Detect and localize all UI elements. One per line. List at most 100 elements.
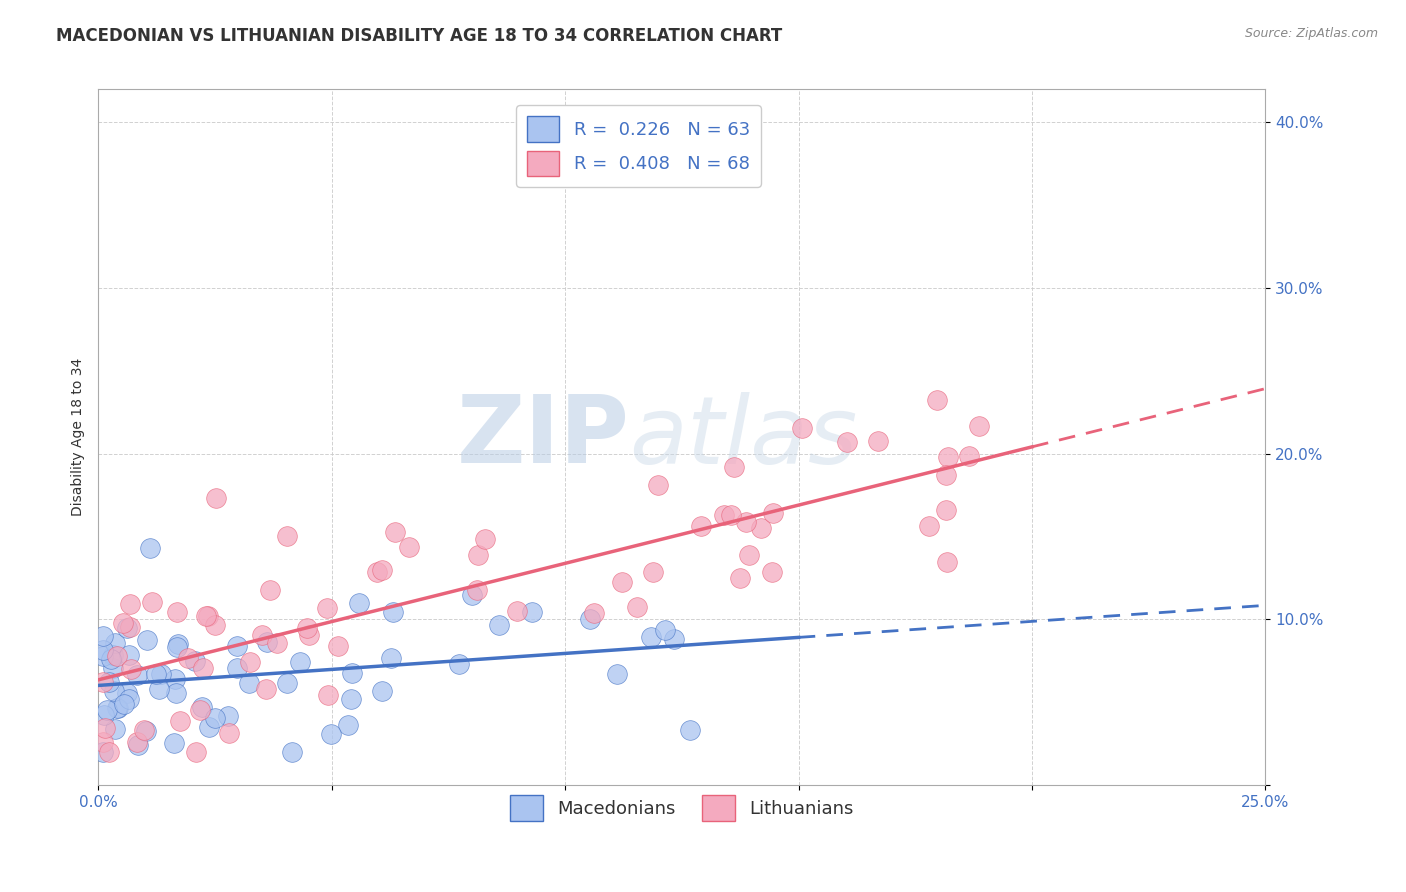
Point bbox=[252, 627, 274, 641]
Point bbox=[103, 684, 125, 698]
Point bbox=[447, 657, 470, 672]
Point bbox=[91, 735, 114, 749]
Point bbox=[191, 699, 214, 714]
Point bbox=[640, 630, 662, 644]
Point bbox=[226, 661, 249, 675]
Point bbox=[276, 529, 298, 543]
Point bbox=[467, 548, 489, 562]
Point bbox=[91, 643, 114, 657]
Point bbox=[259, 583, 281, 598]
Point bbox=[163, 736, 186, 750]
Point bbox=[98, 745, 121, 759]
Point bbox=[136, 632, 159, 647]
Point bbox=[141, 595, 163, 609]
Point bbox=[204, 711, 226, 725]
Point bbox=[298, 628, 321, 642]
Point bbox=[654, 624, 676, 638]
Point bbox=[647, 477, 669, 491]
Point bbox=[104, 722, 127, 736]
Point bbox=[738, 548, 761, 562]
Point bbox=[957, 449, 980, 463]
Point bbox=[384, 524, 406, 539]
Point bbox=[145, 666, 167, 681]
Point bbox=[935, 467, 957, 482]
Point bbox=[166, 605, 188, 619]
Point bbox=[578, 611, 600, 625]
Point bbox=[125, 668, 148, 682]
Point bbox=[198, 720, 221, 734]
Point bbox=[177, 651, 200, 665]
Point bbox=[749, 521, 772, 535]
Point bbox=[728, 571, 751, 585]
Point bbox=[347, 596, 370, 610]
Point bbox=[238, 675, 260, 690]
Point bbox=[169, 714, 191, 728]
Point bbox=[239, 655, 262, 669]
Point bbox=[474, 532, 496, 546]
Point bbox=[204, 491, 226, 505]
Point bbox=[127, 738, 149, 752]
Point bbox=[319, 727, 342, 741]
Point bbox=[340, 665, 363, 680]
Point bbox=[316, 689, 339, 703]
Point bbox=[117, 621, 139, 635]
Point bbox=[315, 601, 337, 615]
Point bbox=[664, 632, 686, 646]
Point bbox=[266, 636, 288, 650]
Point bbox=[100, 652, 122, 666]
Point bbox=[281, 745, 304, 759]
Point bbox=[723, 460, 745, 475]
Point bbox=[191, 660, 214, 674]
Point bbox=[328, 639, 350, 653]
Point bbox=[218, 725, 240, 739]
Point bbox=[148, 681, 170, 696]
Point bbox=[165, 672, 187, 686]
Point bbox=[125, 734, 148, 748]
Point bbox=[101, 661, 124, 675]
Legend: Macedonians, Lithuanians: Macedonians, Lithuanians bbox=[503, 789, 860, 828]
Point bbox=[297, 621, 319, 635]
Point bbox=[117, 686, 139, 700]
Point bbox=[107, 701, 129, 715]
Point bbox=[868, 434, 890, 449]
Point bbox=[101, 648, 124, 663]
Point bbox=[936, 450, 959, 464]
Point bbox=[184, 654, 207, 668]
Point bbox=[149, 666, 172, 681]
Point bbox=[790, 420, 813, 434]
Point bbox=[256, 634, 278, 648]
Point bbox=[105, 649, 128, 664]
Point bbox=[927, 392, 949, 407]
Text: Source: ZipAtlas.com: Source: ZipAtlas.com bbox=[1244, 27, 1378, 40]
Point bbox=[935, 555, 957, 569]
Point bbox=[340, 692, 363, 706]
Point bbox=[735, 515, 758, 529]
Text: atlas: atlas bbox=[630, 392, 858, 483]
Point bbox=[217, 709, 239, 723]
Point bbox=[112, 697, 135, 711]
Point bbox=[506, 604, 529, 618]
Point bbox=[93, 721, 115, 735]
Point bbox=[105, 701, 128, 715]
Text: ZIP: ZIP bbox=[457, 391, 630, 483]
Point bbox=[197, 608, 219, 623]
Point bbox=[370, 684, 392, 698]
Point bbox=[276, 675, 298, 690]
Point bbox=[188, 703, 211, 717]
Point bbox=[91, 674, 114, 689]
Y-axis label: Disability Age 18 to 34: Disability Age 18 to 34 bbox=[70, 358, 84, 516]
Point bbox=[761, 565, 783, 579]
Point bbox=[641, 565, 664, 579]
Point bbox=[582, 606, 605, 620]
Point bbox=[226, 639, 249, 653]
Point bbox=[167, 637, 190, 651]
Point bbox=[120, 620, 142, 634]
Point bbox=[254, 681, 277, 696]
Point bbox=[194, 609, 217, 624]
Point bbox=[720, 508, 742, 522]
Point bbox=[626, 600, 648, 615]
Point bbox=[465, 583, 488, 598]
Point bbox=[520, 605, 543, 619]
Point bbox=[98, 674, 121, 689]
Point bbox=[288, 655, 311, 669]
